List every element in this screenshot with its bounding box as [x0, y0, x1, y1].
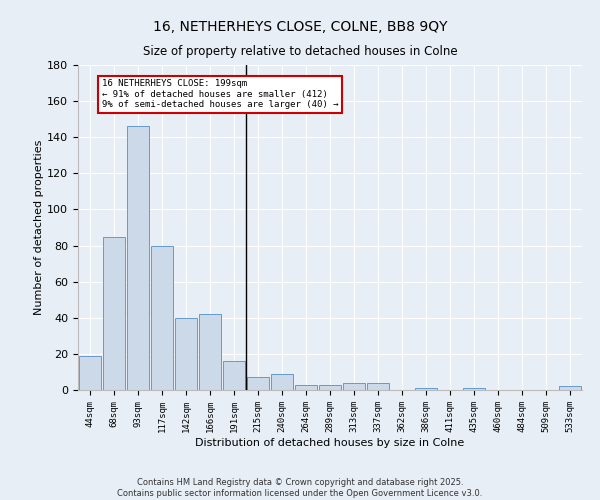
- Bar: [151, 246, 173, 390]
- Bar: [415, 388, 437, 390]
- Text: 16, NETHERHEYS CLOSE, COLNE, BB8 9QY: 16, NETHERHEYS CLOSE, COLNE, BB8 9QY: [153, 20, 447, 34]
- Bar: [295, 384, 317, 390]
- Bar: [127, 126, 149, 390]
- Bar: [319, 384, 341, 390]
- Bar: [103, 236, 125, 390]
- Bar: [463, 388, 485, 390]
- Bar: [175, 318, 197, 390]
- Bar: [367, 383, 389, 390]
- Y-axis label: Number of detached properties: Number of detached properties: [34, 140, 44, 315]
- Text: 16 NETHERHEYS CLOSE: 199sqm
← 91% of detached houses are smaller (412)
9% of sem: 16 NETHERHEYS CLOSE: 199sqm ← 91% of det…: [102, 80, 338, 109]
- X-axis label: Distribution of detached houses by size in Colne: Distribution of detached houses by size …: [196, 438, 464, 448]
- Text: Size of property relative to detached houses in Colne: Size of property relative to detached ho…: [143, 45, 457, 58]
- Text: Contains HM Land Registry data © Crown copyright and database right 2025.
Contai: Contains HM Land Registry data © Crown c…: [118, 478, 482, 498]
- Bar: [271, 374, 293, 390]
- Bar: [199, 314, 221, 390]
- Bar: [343, 383, 365, 390]
- Bar: [559, 386, 581, 390]
- Bar: [79, 356, 101, 390]
- Bar: [223, 361, 245, 390]
- Bar: [247, 378, 269, 390]
